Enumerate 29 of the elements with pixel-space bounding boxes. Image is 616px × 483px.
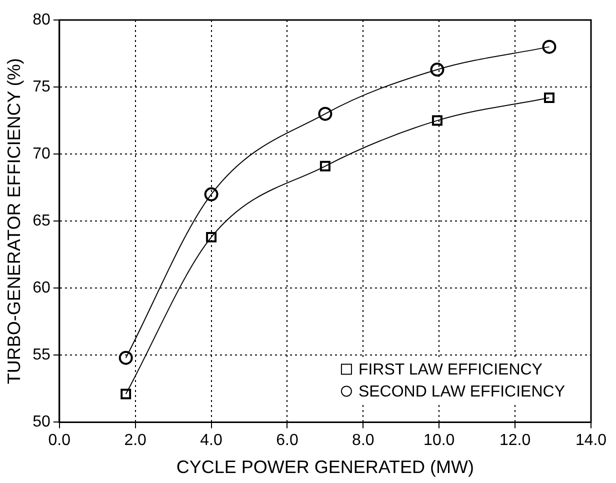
x-tick-label: 4.0 — [200, 432, 222, 450]
y-tick-label: 75 — [32, 78, 50, 96]
x-tick-label: 10.0 — [424, 432, 455, 450]
y-tick-label: 65 — [32, 212, 50, 230]
x-tick-label: 0.0 — [48, 432, 71, 450]
point — [120, 388, 132, 400]
point — [206, 232, 217, 242]
point — [118, 350, 133, 365]
legend-label: SECOND LAW EFFICIENCY — [358, 384, 566, 401]
y-tick-label: 80 — [32, 11, 50, 28]
x-tick-label: 14.0 — [575, 432, 607, 450]
y-tick-label: 55 — [32, 346, 50, 364]
y-axis-title: TURBO-GENERATOR EFFICIENCY (%) — [4, 58, 24, 384]
x-axis-title: CYCLE POWER GENERATED (MW) — [176, 457, 474, 478]
y-tick-label: 70 — [32, 145, 50, 162]
x-tick-label: 8.0 — [352, 432, 374, 450]
legend-label: FIRST LAW EFFICIENCY — [358, 362, 543, 379]
point — [318, 106, 332, 121]
point — [430, 62, 444, 77]
x-tick-label: 6.0 — [276, 432, 298, 450]
y-tick-label: 60 — [32, 280, 50, 297]
point — [542, 40, 556, 54]
point — [544, 92, 554, 103]
point — [432, 115, 442, 126]
x-tick-label: 12.0 — [499, 432, 531, 450]
x-tick-label: 2.0 — [124, 432, 147, 450]
y-tick-label: 50 — [32, 414, 50, 431]
point — [204, 187, 218, 202]
point — [320, 160, 330, 172]
